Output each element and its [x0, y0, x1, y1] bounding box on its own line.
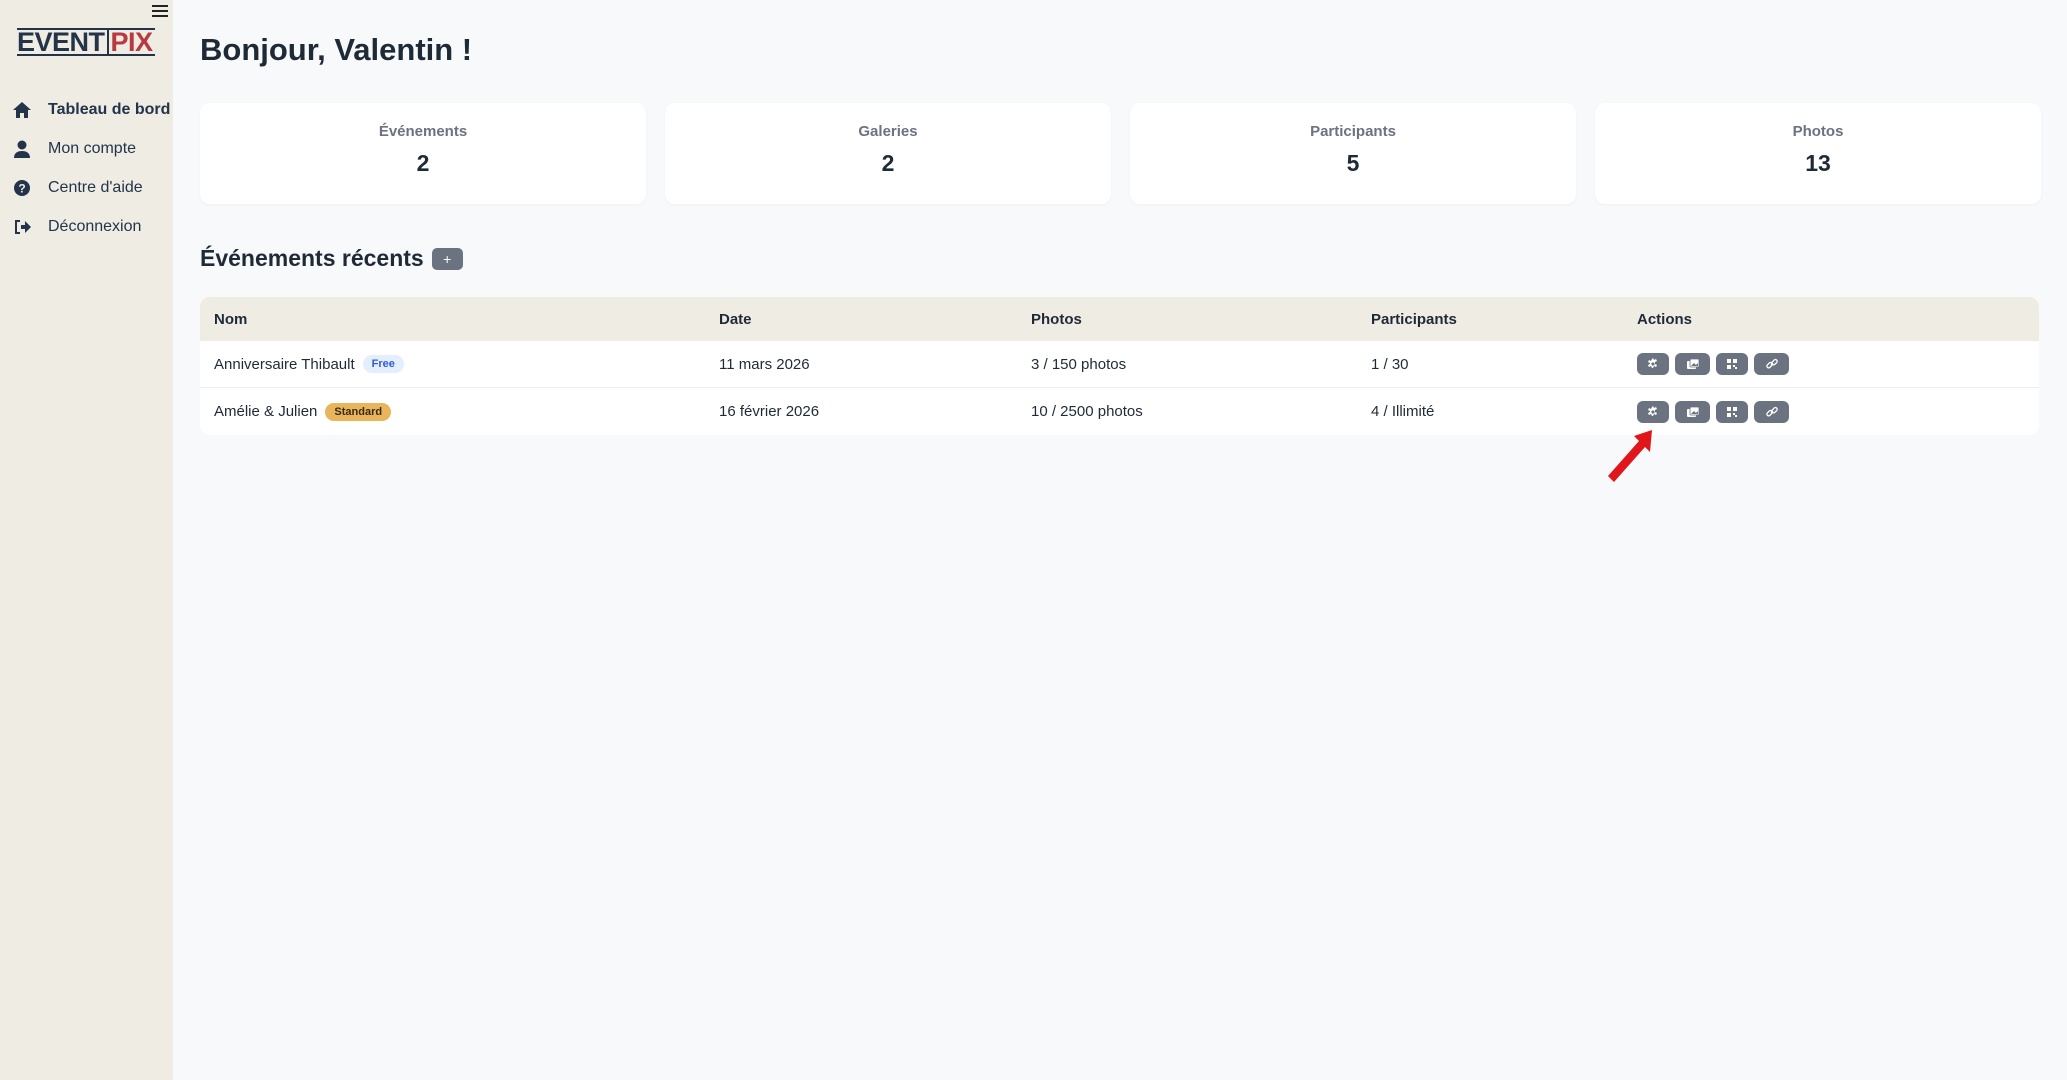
qr-code-button[interactable] [1716, 353, 1748, 375]
home-icon [13, 101, 31, 118]
logout-icon [15, 219, 31, 234]
gallery-icon [1686, 406, 1699, 417]
row-actions [1637, 353, 2039, 375]
event-photos: 10 / 2500 photos [1031, 403, 1143, 420]
event-date: 16 février 2026 [719, 403, 820, 420]
table-row: Anniversaire Thibault Free 11 mars 2026 3… [200, 341, 2039, 388]
link-button[interactable] [1754, 400, 1789, 423]
plan-badge: Standard [325, 402, 392, 421]
event-photos: 3 / 150 photos [1031, 355, 1127, 373]
link-button[interactable] [1754, 353, 1789, 375]
stat-card-events: Événements 2 [200, 103, 646, 204]
plan-badge: Free [362, 355, 404, 373]
sidebar-item-account[interactable]: Mon compte [12, 129, 172, 168]
event-participants: 1 / 30 [1371, 355, 1409, 373]
settings-icon [1648, 405, 1657, 416]
qr-code-button[interactable] [1716, 400, 1748, 423]
sidebar-item-help[interactable]: ? Centre d'aide [12, 168, 172, 207]
annotation-arrow-icon [1608, 430, 1652, 482]
row-actions [1637, 400, 2039, 423]
stats-cards: Événements 2 Galeries 2 Participants 5 Phot… [200, 103, 2041, 204]
recent-events-header: Événements récents + [200, 245, 463, 272]
page-title: Bonjour, Valentin ! [200, 32, 473, 67]
table-row: Amélie & Julien Standard 16 février 2026 … [200, 388, 2039, 435]
stat-card-galleries: Galeries 2 [665, 103, 1111, 204]
sidebar-item-label: Tableau de bord [48, 100, 171, 118]
event-name[interactable]: Amélie & Julien [214, 403, 318, 420]
settings-button[interactable] [1637, 400, 1669, 423]
gallery-icon [1686, 358, 1699, 369]
event-participants: 4 / Illimité [1371, 403, 1435, 420]
settings-button[interactable] [1637, 353, 1669, 375]
events-table: Nom Date Photos Participants Actions Ann… [200, 297, 2039, 435]
sidebar: EVENT PIX Tableau de bord Mon compte ? Ce… [0, 0, 173, 1080]
event-name[interactable]: Anniversaire Thibault [214, 355, 355, 373]
table-header: Nom Date Photos Participants Actions [200, 297, 2039, 341]
svg-text:?: ? [18, 181, 25, 195]
menu-toggle-icon[interactable] [152, 5, 168, 19]
sidebar-item-dashboard[interactable]: Tableau de bord [12, 90, 172, 129]
section-title: Événements récents [200, 245, 424, 271]
link-icon [1765, 358, 1778, 369]
qr-code-icon [1727, 406, 1737, 417]
user-icon [14, 140, 30, 158]
sidebar-nav: Tableau de bord Mon compte ? Centre d'ai… [12, 90, 172, 246]
link-icon [1765, 406, 1778, 417]
gallery-button[interactable] [1675, 400, 1710, 423]
help-icon: ? [14, 179, 30, 196]
sidebar-item-label: Mon compte [48, 139, 137, 157]
sidebar-item-label: Centre d'aide [48, 178, 143, 196]
event-date: 11 mars 2026 [719, 355, 810, 373]
add-event-button[interactable]: + [431, 247, 463, 270]
sidebar-item-label: Déconnexion [48, 217, 142, 235]
settings-icon [1648, 358, 1657, 368]
sidebar-item-logout[interactable]: Déconnexion [12, 207, 172, 246]
stat-card-participants: Participants 5 [1130, 103, 1576, 204]
logo[interactable]: EVENT PIX [17, 28, 155, 56]
stat-card-photos: Photos 13 [1595, 103, 2041, 204]
qr-code-icon [1727, 359, 1737, 369]
gallery-button[interactable] [1675, 353, 1710, 375]
